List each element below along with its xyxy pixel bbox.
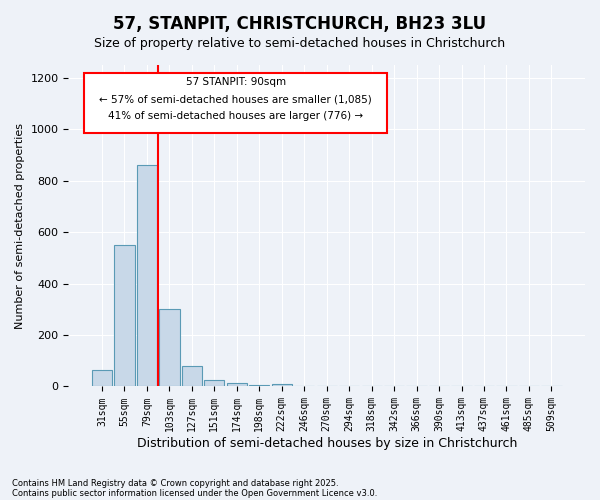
Bar: [115, 245, 134, 386]
Bar: [272, 384, 292, 386]
Bar: [204, 380, 224, 386]
Bar: [137, 166, 157, 386]
Text: Size of property relative to semi-detached houses in Christchurch: Size of property relative to semi-detach…: [94, 38, 506, 51]
Text: 57, STANPIT, CHRISTCHURCH, BH23 3LU: 57, STANPIT, CHRISTCHURCH, BH23 3LU: [113, 15, 487, 33]
Text: Contains public sector information licensed under the Open Government Licence v3: Contains public sector information licen…: [12, 488, 377, 498]
Text: Contains HM Land Registry data © Crown copyright and database right 2025.: Contains HM Land Registry data © Crown c…: [12, 478, 338, 488]
Text: 41% of semi-detached houses are larger (776) →: 41% of semi-detached houses are larger (…: [108, 112, 363, 122]
Text: 57 STANPIT: 90sqm: 57 STANPIT: 90sqm: [185, 76, 286, 86]
Bar: [159, 310, 179, 386]
X-axis label: Distribution of semi-detached houses by size in Christchurch: Distribution of semi-detached houses by …: [137, 437, 517, 450]
Text: ← 57% of semi-detached houses are smaller (1,085): ← 57% of semi-detached houses are smalle…: [100, 94, 372, 104]
Y-axis label: Number of semi-detached properties: Number of semi-detached properties: [15, 122, 25, 328]
Bar: [182, 366, 202, 386]
Bar: [249, 385, 269, 386]
Bar: [227, 382, 247, 386]
FancyBboxPatch shape: [84, 72, 388, 133]
Bar: [92, 370, 112, 386]
